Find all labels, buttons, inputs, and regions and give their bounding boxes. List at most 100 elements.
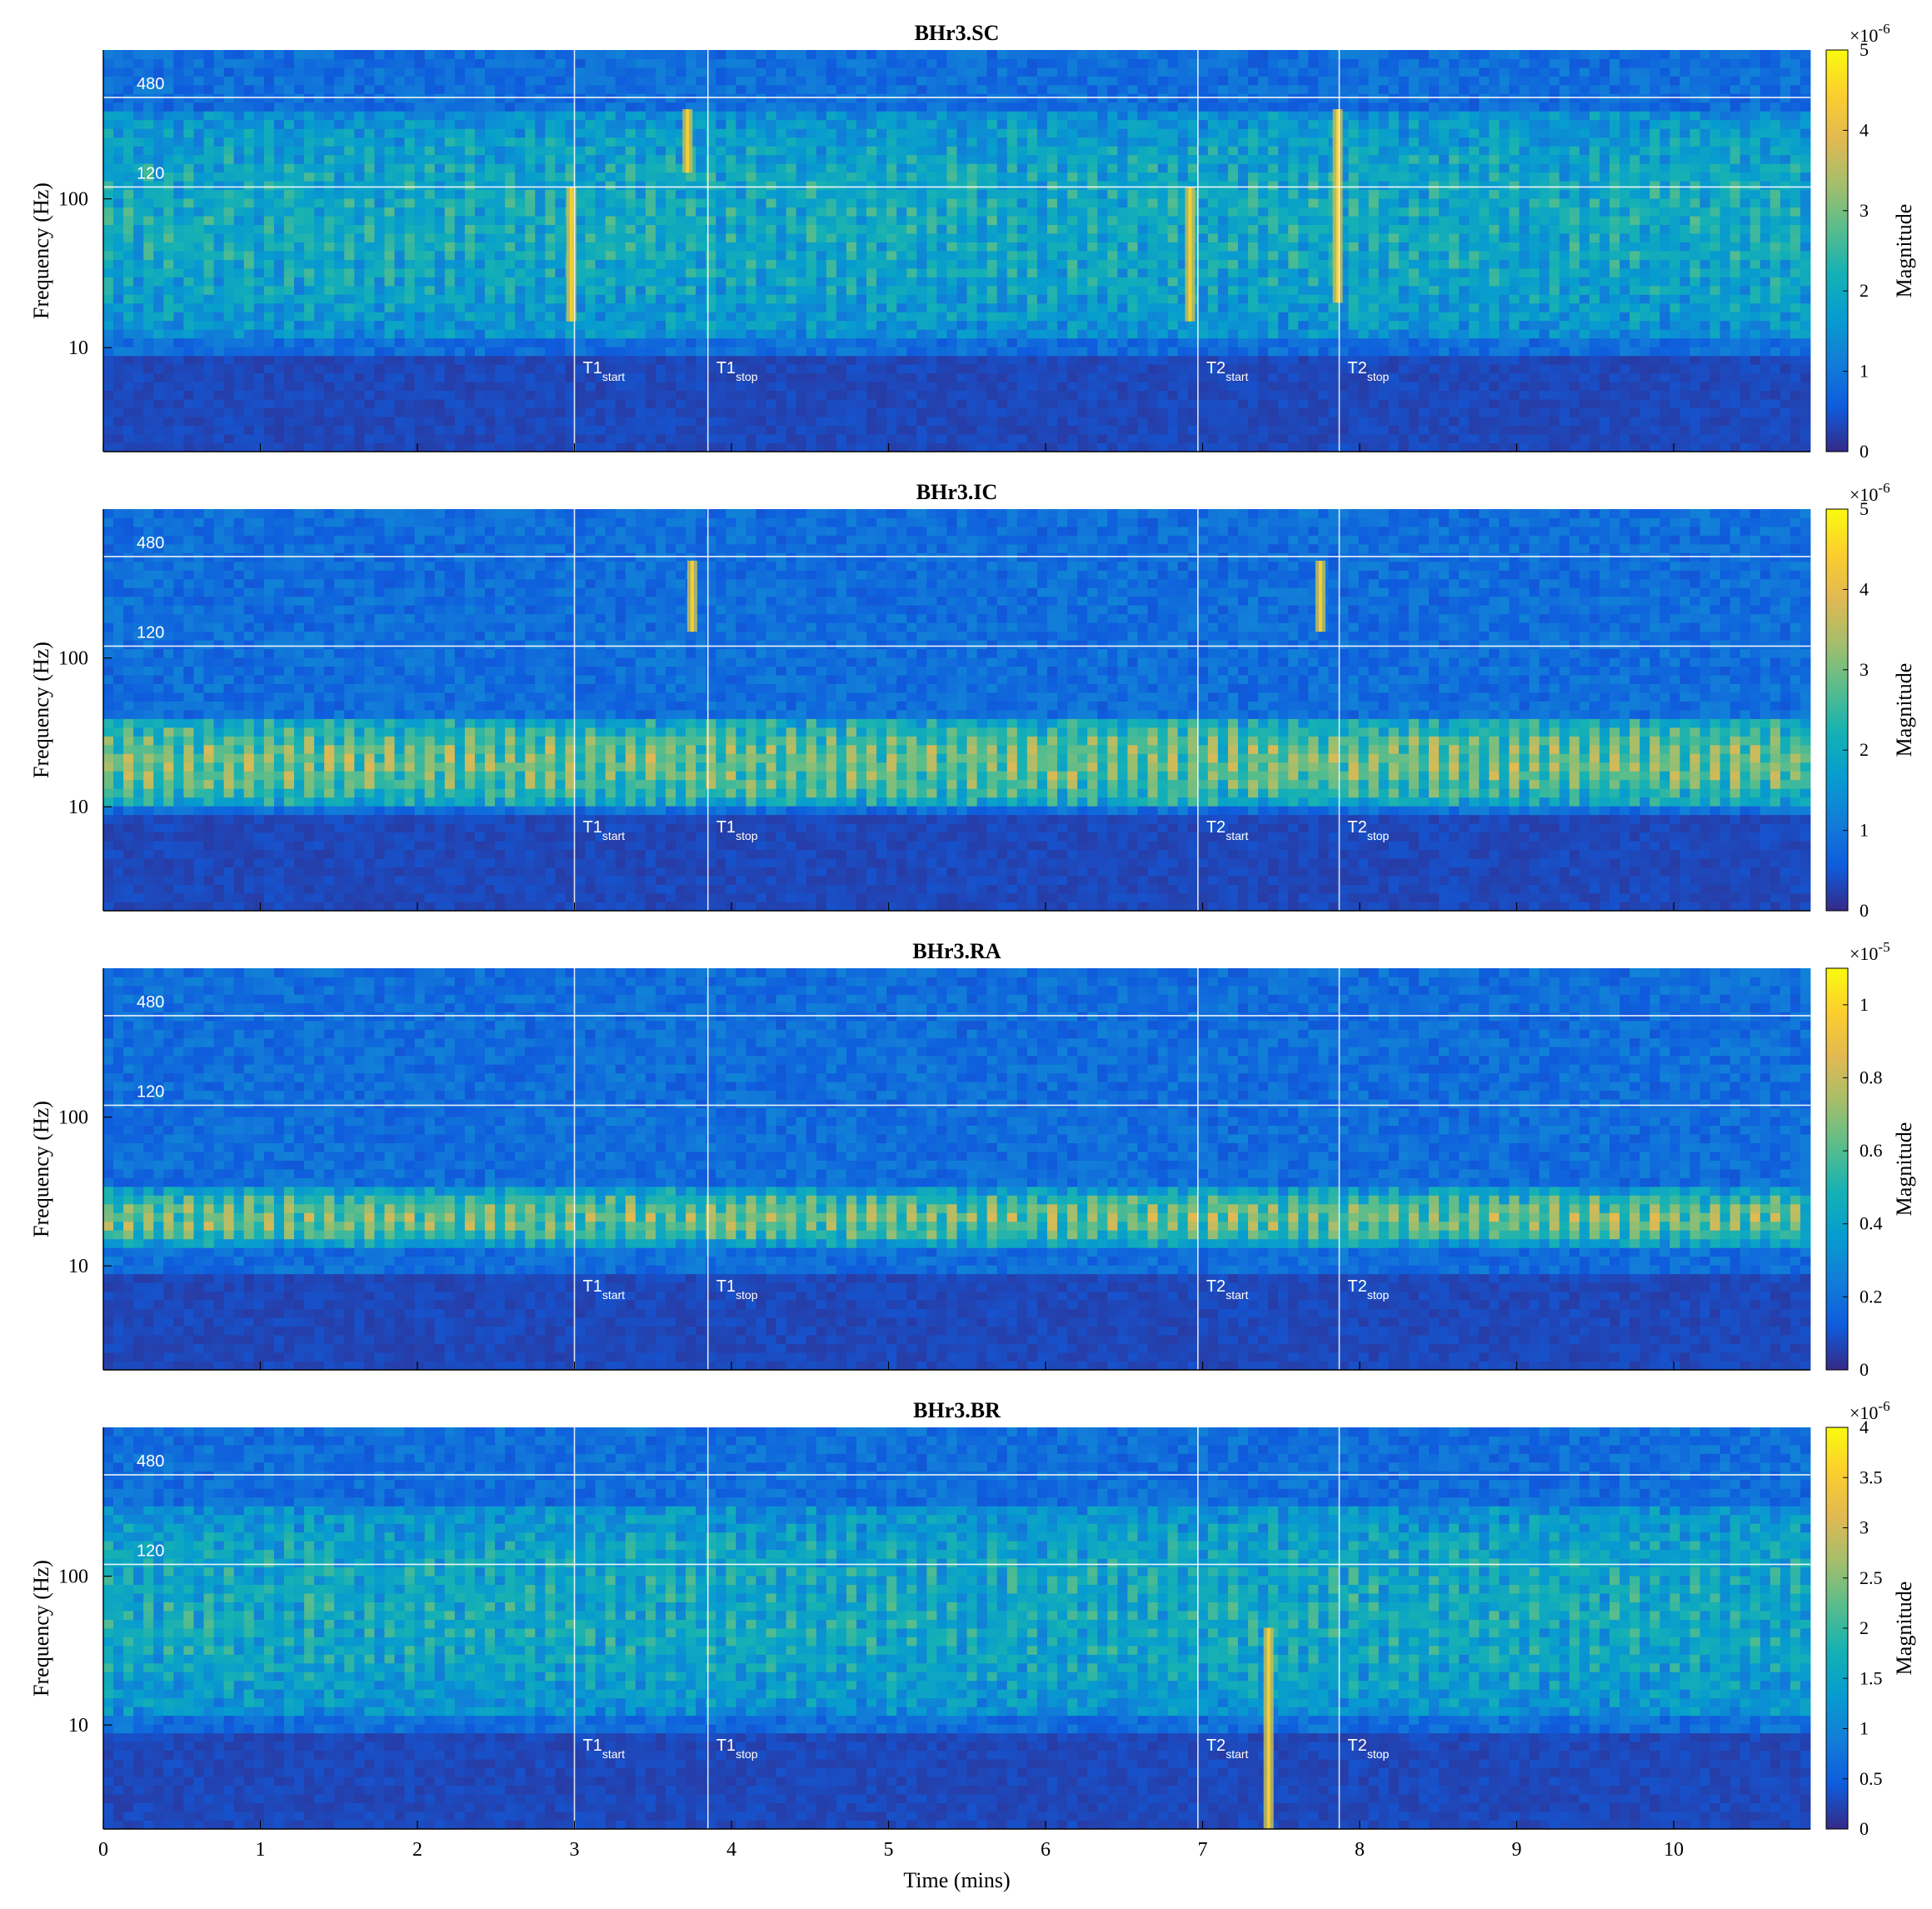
spectrogram-cell — [1026, 58, 1038, 68]
spectrogram-cell — [444, 302, 456, 312]
spectrogram-cell — [766, 399, 776, 409]
spectrogram-cell — [515, 425, 526, 435]
spectrogram-cell — [324, 267, 335, 277]
spectrogram-cell — [545, 137, 556, 147]
spectrogram-cell — [1016, 189, 1028, 199]
spectrogram-cell — [203, 267, 214, 277]
spectrogram-cell — [143, 320, 154, 330]
spectrogram-cell — [193, 355, 204, 365]
spectrogram-cell — [1177, 259, 1189, 269]
spectrogram-cell — [575, 242, 586, 252]
spectrogram-cell — [986, 198, 998, 208]
spectrogram-cell — [896, 294, 907, 304]
spectrogram-cell — [535, 259, 546, 269]
spectrogram-cell — [986, 399, 998, 409]
spectrogram-cell — [203, 417, 214, 426]
spectrogram-cell — [133, 277, 144, 287]
spectrogram-cell — [163, 390, 174, 400]
spectrogram-cell — [1097, 285, 1108, 295]
spectrogram-cell — [886, 58, 897, 68]
spectrogram-cell — [966, 189, 977, 199]
spectrogram-cell — [575, 347, 586, 357]
spectrogram-cell — [876, 50, 887, 59]
spectrogram-cell — [756, 181, 766, 191]
spectrogram-cell — [1157, 102, 1169, 112]
spectrogram-cell — [1036, 154, 1048, 164]
spectrogram-cell — [856, 198, 867, 208]
spectrogram-cell — [655, 189, 666, 199]
spectrogram-cell — [143, 372, 154, 382]
spectrogram-cell — [525, 207, 536, 217]
spectrogram-cell — [665, 119, 676, 129]
spectrogram-cell — [1006, 181, 1018, 191]
spectrogram-cell — [424, 93, 436, 103]
spectrogram-cell — [1117, 163, 1128, 173]
spectrogram-cell — [324, 181, 335, 191]
spectrogram-cell — [595, 76, 607, 86]
spectrogram-cell — [384, 84, 395, 94]
spectrogram-cell — [635, 425, 646, 435]
spectrogram-cell — [384, 302, 395, 312]
spectrogram-cell — [434, 267, 446, 277]
spectrogram-cell — [1137, 364, 1148, 374]
spectrogram-cell — [1026, 181, 1038, 191]
spectrogram-cell — [665, 277, 676, 287]
spectrogram-cell — [143, 277, 154, 287]
spectrogram-cell — [444, 154, 456, 164]
spectrogram-cell — [1016, 347, 1028, 357]
spectrogram-cell — [1177, 251, 1189, 260]
spectrogram-cell — [354, 198, 365, 208]
spectrogram-cell — [474, 399, 486, 409]
spectrogram-cell — [1046, 189, 1058, 199]
spectrogram-cell — [1107, 207, 1118, 217]
spectrogram-cell — [304, 119, 315, 129]
spectrogram-cell — [1046, 302, 1058, 312]
spectrogram-cell — [434, 390, 446, 400]
spectrogram-cell — [1036, 216, 1048, 225]
spectrogram-cell — [1097, 251, 1108, 260]
spectrogram-cell — [203, 312, 214, 322]
spectrogram-cell — [836, 442, 847, 452]
spectrogram-cell — [1057, 93, 1068, 103]
spectrogram-cell — [525, 407, 536, 417]
spectrogram-cell — [113, 390, 124, 400]
spectrogram-cell — [665, 93, 676, 103]
spectrogram-cell — [1137, 399, 1148, 409]
spectrogram-cell — [936, 364, 947, 374]
spectrogram-cell — [1177, 84, 1189, 94]
spectrogram-cell — [1046, 216, 1058, 225]
spectrogram-cell — [294, 76, 305, 86]
spectrogram-cell — [605, 302, 617, 312]
spectrogram-cell — [394, 399, 405, 409]
spectrogram-cell — [1016, 251, 1028, 260]
spectrogram-cell — [886, 111, 897, 121]
spectrogram-cell — [495, 233, 506, 242]
spectrogram-cell — [535, 242, 546, 252]
spectrogram-cell — [555, 128, 566, 138]
spectrogram-cell — [876, 399, 887, 409]
spectrogram-cell — [1026, 233, 1038, 242]
spectrogram-cell — [926, 337, 937, 347]
spectrogram-cell — [314, 285, 325, 295]
spectrogram-cell — [223, 207, 235, 217]
spectrogram-cell — [826, 216, 837, 225]
spectrogram-cell — [625, 382, 637, 392]
spectrogram-cell — [1117, 198, 1128, 208]
spectrogram-cell — [1117, 399, 1128, 409]
spectrogram-cell — [183, 259, 194, 269]
spectrogram-cell — [786, 111, 797, 121]
spectrogram-cell — [193, 337, 204, 347]
spectrogram-cell — [535, 347, 546, 357]
spectrogram-cell — [986, 407, 998, 417]
spectrogram-cell — [936, 399, 947, 409]
spectrogram-cell — [223, 172, 235, 182]
spectrogram-cell — [665, 407, 676, 417]
spectrogram-cell — [253, 372, 265, 382]
spectrogram-cell — [1087, 434, 1098, 443]
spectrogram-cell — [294, 390, 305, 400]
spectrogram-cell — [294, 233, 305, 242]
spectrogram-cell — [806, 320, 817, 330]
spectrogram-cell — [535, 251, 546, 260]
spectrogram-cell — [324, 172, 335, 182]
spectrogram-cell — [253, 242, 265, 252]
